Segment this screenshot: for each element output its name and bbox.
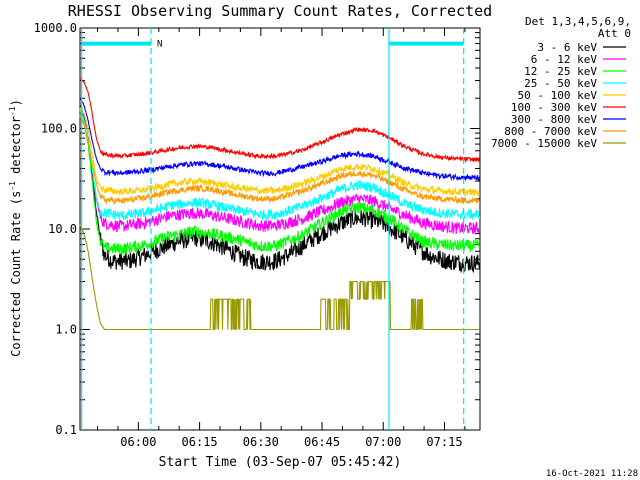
x-tick-label: 07:00 bbox=[365, 435, 401, 449]
y-axis-label-exp: -1 bbox=[8, 181, 17, 191]
series-line bbox=[79, 109, 481, 222]
y-tick-label: 10.0 bbox=[48, 222, 77, 236]
y-axis-label-part: detector bbox=[9, 116, 23, 181]
series-line bbox=[79, 107, 481, 235]
y-tick-label: 1000.0 bbox=[34, 21, 77, 35]
legend-label: 100 - 300 keV bbox=[511, 101, 597, 114]
legend-label: 50 - 100 keV bbox=[518, 89, 598, 102]
series-line bbox=[79, 107, 481, 198]
y-axis-label-part: Corrected Count Rate (s bbox=[9, 191, 23, 357]
legend-title-line1: Det 1,3,4,5,6,9, bbox=[525, 15, 631, 28]
legend-title-line2: Att 0 bbox=[598, 27, 631, 40]
legend-label: 7000 - 15000 keV bbox=[491, 137, 597, 150]
x-axis-label: Start Time (03-Sep-07 05:45:42) bbox=[159, 455, 402, 470]
legend-label: 800 - 7000 keV bbox=[504, 125, 597, 138]
series-line bbox=[79, 114, 481, 255]
legend-label: 12 - 25 keV bbox=[524, 65, 597, 78]
series-line bbox=[79, 98, 481, 182]
legend-label: 3 - 6 keV bbox=[537, 41, 597, 54]
legend-label: 300 - 800 keV bbox=[511, 113, 597, 126]
plot-area: 0.1 1.0 10.0 100.0 1000.0 06:00 06:15 06:30 06:4… bbox=[34, 21, 481, 449]
x-tick-label: 06:45 bbox=[304, 435, 340, 449]
x-tick-label: 06:30 bbox=[243, 435, 279, 449]
y-axis-label-exp: -1 bbox=[8, 106, 17, 116]
night-marker: N bbox=[157, 40, 162, 50]
legend-label: 25 - 50 keV bbox=[524, 77, 597, 90]
y-axis-label-part: ) bbox=[9, 99, 23, 106]
timestamp: 16-Oct-2021 11:28 bbox=[546, 469, 638, 479]
y-tick-label: 100.0 bbox=[41, 122, 77, 136]
series-line bbox=[79, 76, 481, 163]
series-line bbox=[79, 104, 481, 274]
x-tick-label: 06:00 bbox=[120, 435, 156, 449]
series-line bbox=[79, 116, 481, 205]
y-axis-label: Corrected Count Rate (s-1 detector-1) bbox=[8, 99, 23, 357]
y-tick-label: 1.0 bbox=[55, 323, 77, 337]
x-tick-label: 06:15 bbox=[182, 435, 218, 449]
y-tick-label: 0.1 bbox=[55, 423, 77, 437]
legend-label: 6 - 12 keV bbox=[531, 53, 598, 66]
chart-title: RHESSI Observing Summary Count Rates, Co… bbox=[68, 2, 492, 20]
series-line bbox=[79, 224, 480, 331]
x-tick-label: 07:15 bbox=[426, 435, 462, 449]
